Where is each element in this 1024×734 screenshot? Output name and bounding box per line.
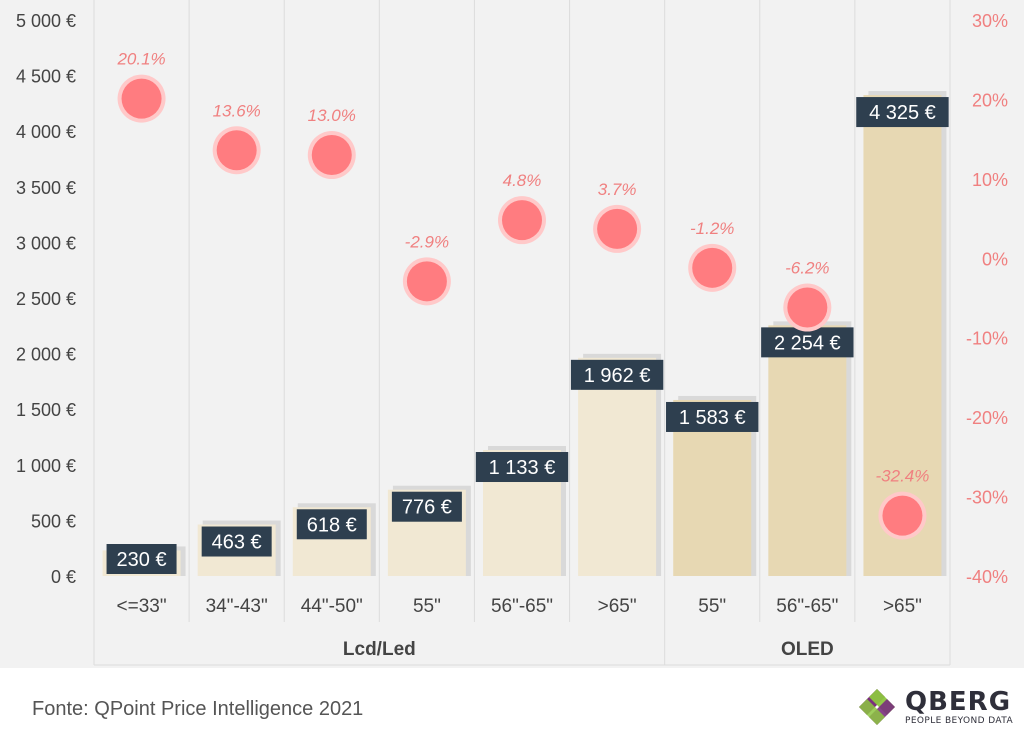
pct-label: -6.2% — [785, 259, 829, 278]
footer: Fonte: QPoint Price Intelligence 2021 QB… — [0, 668, 1024, 733]
group-label: OLED — [781, 639, 834, 660]
y-right-tick-label: -20% — [966, 408, 1008, 428]
logo-name: QBERG — [905, 687, 1012, 717]
bar-value-label: 1 962 € — [584, 365, 651, 387]
bar-value-label: 4 325 € — [869, 102, 936, 124]
pct-dot — [692, 247, 733, 288]
y-left-tick-label: 3 500 € — [16, 178, 76, 198]
y-left-tick-label: 500 € — [31, 511, 76, 531]
y-left-tick-label: 2 500 € — [16, 289, 76, 309]
y-right-tick-label: -10% — [966, 329, 1008, 349]
bar-value-label: 463 € — [212, 532, 262, 554]
y-left-tick-label: 3 000 € — [16, 233, 76, 253]
y-right-tick-label: -40% — [966, 567, 1008, 587]
pct-dot — [597, 208, 638, 249]
bar — [768, 325, 847, 576]
group-label: Lcd/Led — [343, 639, 416, 660]
y-left-tick-label: 5 000 € — [16, 11, 76, 31]
y-left-tick-label: 0 € — [51, 567, 76, 587]
x-tick-label: 55" — [698, 596, 726, 617]
y-left-tick-label: 1 000 € — [16, 456, 76, 476]
pct-dot — [311, 135, 352, 176]
x-tick-label: 56"-65" — [491, 596, 553, 617]
x-tick-label: 55" — [413, 596, 441, 617]
bar-value-box — [296, 509, 367, 540]
bar-value-label: 230 € — [117, 549, 167, 571]
y-left-tick-label: 2 000 € — [16, 345, 76, 365]
logo-tagline: PEOPLE BEYOND DATA — [905, 716, 1014, 726]
y-right-tick-label: 20% — [972, 90, 1008, 110]
bar-value-box — [856, 97, 949, 128]
x-tick-label: 56"-65" — [776, 596, 838, 617]
bar-value-label: 1 583 € — [679, 407, 746, 429]
bar-value-box — [761, 327, 854, 358]
qberg-logo: QBERG PEOPLE BEYOND DATA — [855, 685, 1015, 729]
y-left-tick-label: 4 000 € — [16, 122, 76, 142]
bar-value-box — [391, 491, 462, 522]
bar-value-label: 776 € — [402, 497, 452, 519]
bar-value-label: 2 254 € — [774, 332, 841, 354]
x-tick-label: 44"-50" — [301, 596, 363, 617]
bar-value-box — [570, 359, 664, 390]
price-chart: 0 € 500 € 1 000 € 1 500 € 2 000 € 2 500 € 3 00… — [0, 0, 1024, 668]
x-tick-label: <=33" — [117, 596, 167, 617]
pct-label: -1.2% — [690, 219, 734, 238]
pct-dot — [121, 78, 162, 119]
bar-value-label: 618 € — [307, 514, 357, 536]
bar-value-box — [201, 526, 272, 557]
pct-label: 20.1% — [116, 50, 165, 69]
pct-label: 3.7% — [598, 180, 637, 199]
bar-value-box — [666, 401, 759, 432]
pct-dot — [787, 287, 828, 328]
y-right-tick-label: 30% — [972, 11, 1008, 31]
bar-value-box — [106, 544, 177, 574]
y-left-tick-label: 4 500 € — [16, 67, 76, 87]
source-note: Fonte: QPoint Price Intelligence 2021 — [32, 698, 364, 720]
pct-dot — [882, 495, 923, 536]
x-tick-label: >65" — [598, 596, 637, 617]
pct-dot — [406, 261, 447, 302]
pct-label: 13.0% — [308, 106, 356, 125]
bar — [578, 357, 657, 576]
x-tick-label: 34"-43" — [206, 596, 268, 617]
pct-label: 13.6% — [213, 101, 261, 120]
y-right-tick-label: 10% — [972, 170, 1008, 190]
bar-value-box — [475, 452, 569, 483]
bar-value-label: 1 133 € — [489, 457, 556, 479]
pct-dot — [502, 200, 542, 241]
pct-label: 4.8% — [503, 171, 542, 190]
x-tick-label: >65" — [883, 596, 922, 617]
y-left-tick-label: 1 500 € — [16, 400, 76, 420]
qberg-logo-icon — [859, 689, 895, 725]
y-right-tick-label: 0% — [982, 249, 1008, 269]
pct-label: -32.4% — [876, 467, 930, 486]
y-right-tick-label: -30% — [966, 488, 1008, 508]
pct-label: -2.9% — [405, 232, 449, 251]
pct-dot — [216, 130, 257, 171]
